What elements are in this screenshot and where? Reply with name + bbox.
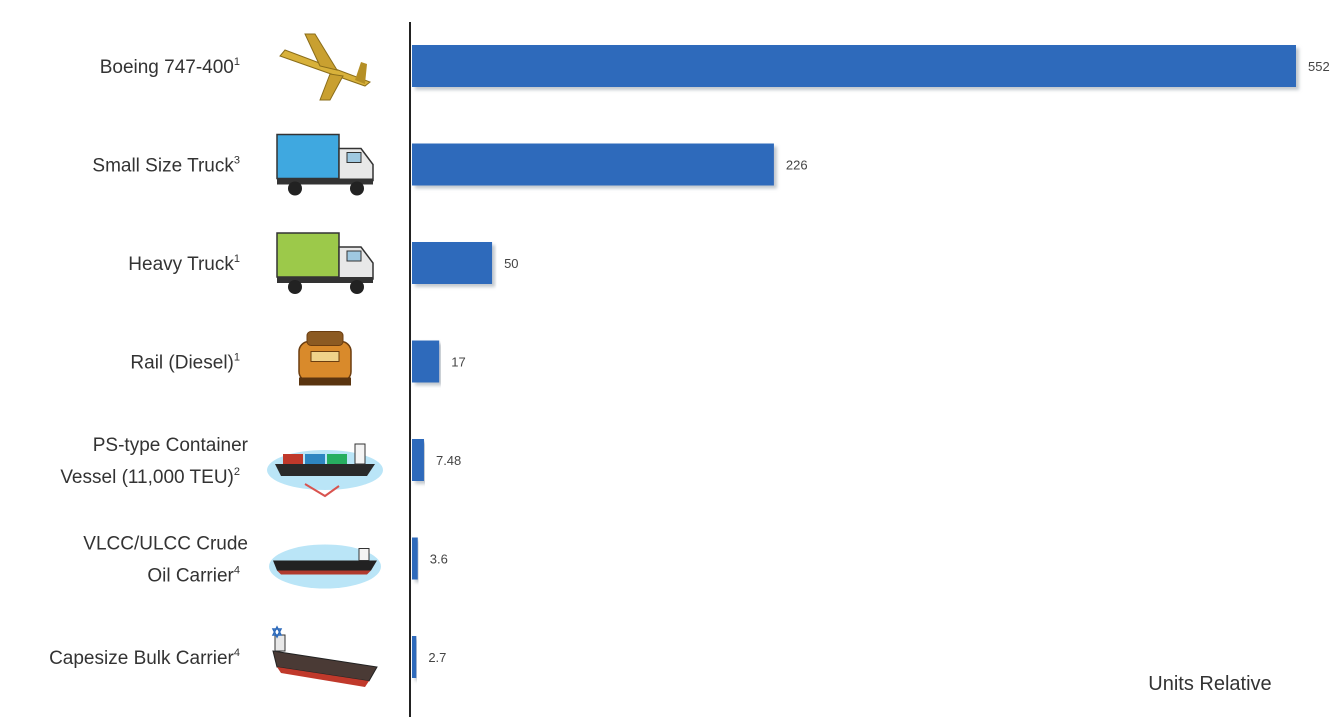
- category-label: Small Size Truck3: [92, 155, 240, 177]
- bar: [412, 143, 774, 186]
- bar: [412, 537, 418, 580]
- heavy-truck-icon: [276, 232, 374, 294]
- category-label: Boeing 747-4001: [100, 56, 240, 78]
- bar: [412, 45, 1296, 87]
- small-truck-icon: [276, 133, 374, 196]
- category-label: Rail (Diesel)1: [130, 352, 240, 374]
- data-label: 17: [451, 355, 465, 370]
- units-note: Units Relative: [1148, 673, 1271, 695]
- oil-tanker-icon: [269, 544, 381, 589]
- category-labels: Boeing 747-4001 Small Size Truck3 Heavy Tr…: [49, 56, 249, 669]
- category-label: Heavy Truck1: [128, 253, 240, 275]
- data-label: 552: [1308, 59, 1330, 74]
- container-ship-icon: [267, 443, 383, 498]
- category-icons: [267, 33, 383, 687]
- bars: [412, 45, 1296, 678]
- data-label: 7.48: [436, 453, 461, 468]
- bar: [412, 636, 417, 678]
- bulk-carrier-icon: [271, 625, 378, 687]
- locomotive-icon: [298, 331, 352, 386]
- category-label: PS-type Container Vessel (11,000 TEU)2: [60, 435, 248, 488]
- bar: [412, 242, 493, 284]
- value-labels: 552 226 50 17 7.48 3.6 2.7: [428, 59, 1329, 665]
- data-label: 50: [504, 256, 518, 271]
- data-label: 3.6: [430, 552, 448, 567]
- category-label: VLCC/ULCC Crude Oil Carrier4: [83, 534, 248, 587]
- airplane-icon: [279, 33, 371, 101]
- category-label: Capesize Bulk Carrier4: [49, 647, 240, 669]
- data-label: 226: [786, 158, 808, 173]
- bar: [412, 340, 440, 383]
- bar: [412, 439, 424, 481]
- data-label: 2.7: [428, 650, 446, 665]
